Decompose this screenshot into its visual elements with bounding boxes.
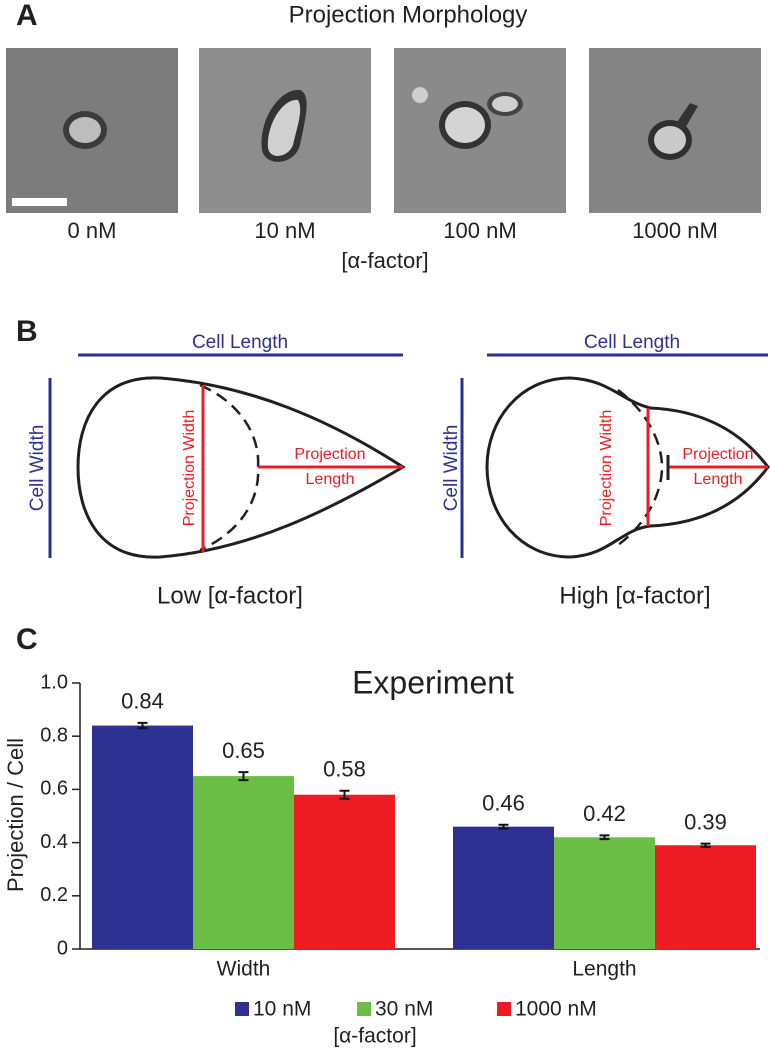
- x-tick-label: Length: [572, 958, 636, 981]
- error-bar: [700, 842, 711, 848]
- legend-swatch: [235, 1002, 249, 1016]
- projection-length-label: Length: [306, 471, 355, 488]
- y-tick-label: 0: [57, 937, 68, 959]
- panel-label: C: [16, 623, 38, 656]
- image-label: 10 nM: [254, 218, 315, 243]
- projection-width-label: Projection Width: [598, 410, 615, 527]
- projection-width-label: Projection Width: [181, 410, 198, 527]
- y-tick-label: 1.0: [40, 671, 68, 693]
- diagram-caption: High [α-factor]: [559, 582, 710, 609]
- legend-label: 1000 nM: [515, 998, 597, 1021]
- legend-label: 30 nM: [375, 998, 433, 1021]
- value-label: 0.42: [583, 801, 626, 826]
- image-label: 1000 nM: [632, 218, 718, 243]
- diagram-caption: Low [α-factor]: [157, 582, 303, 609]
- projection-length-label: Projection: [294, 446, 365, 463]
- image-label: 0 nM: [68, 218, 117, 243]
- bar: [294, 794, 395, 949]
- error-bar: [137, 721, 148, 730]
- panel-title: Projection Morphology: [289, 1, 528, 28]
- value-label: 0.58: [323, 757, 366, 782]
- cell-width-label: Cell Width: [27, 425, 48, 512]
- legend-swatch: [497, 1002, 511, 1016]
- bar: [655, 845, 756, 949]
- error-bar: [238, 771, 249, 782]
- axis-label: [α-factor]: [341, 248, 428, 273]
- value-label: 0.65: [222, 738, 265, 763]
- error-bar: [599, 834, 610, 841]
- y-tick-label: 0.8: [40, 724, 68, 746]
- value-label: 0.46: [482, 791, 525, 816]
- value-label: 0.39: [684, 809, 727, 834]
- projection-length-label: Length: [694, 471, 743, 488]
- y-tick-label: 0.6: [40, 778, 68, 800]
- chart-title: Experiment: [352, 664, 514, 700]
- cell-length-label: Cell Length: [192, 332, 288, 353]
- error-bar: [498, 823, 509, 830]
- legend-swatch: [357, 1002, 371, 1016]
- x-tick-label: Width: [217, 958, 271, 981]
- bar: [92, 725, 193, 949]
- panel-label: B: [16, 315, 38, 348]
- bar: [554, 837, 655, 949]
- y-tick-label: 0.4: [40, 831, 68, 853]
- legend-title: [α-factor]: [333, 1025, 416, 1048]
- diagram-high: [460, 353, 770, 559]
- bar: [193, 776, 294, 949]
- image-label: 100 nM: [443, 218, 516, 243]
- cell-length-label: Cell Length: [584, 332, 680, 353]
- legend-label: 10 nM: [253, 998, 311, 1021]
- micrographs: [6, 48, 761, 213]
- cell-width-label: Cell Width: [441, 425, 462, 512]
- value-label: 0.84: [121, 689, 164, 714]
- panel-label: A: [16, 0, 38, 32]
- projection-length-label: Projection: [682, 446, 753, 463]
- bar: [453, 826, 554, 949]
- diagram-low: [48, 353, 406, 559]
- y-tick-label: 0.2: [40, 884, 68, 906]
- y-axis-label: Projection / Cell: [3, 738, 28, 892]
- error-bar: [339, 789, 350, 800]
